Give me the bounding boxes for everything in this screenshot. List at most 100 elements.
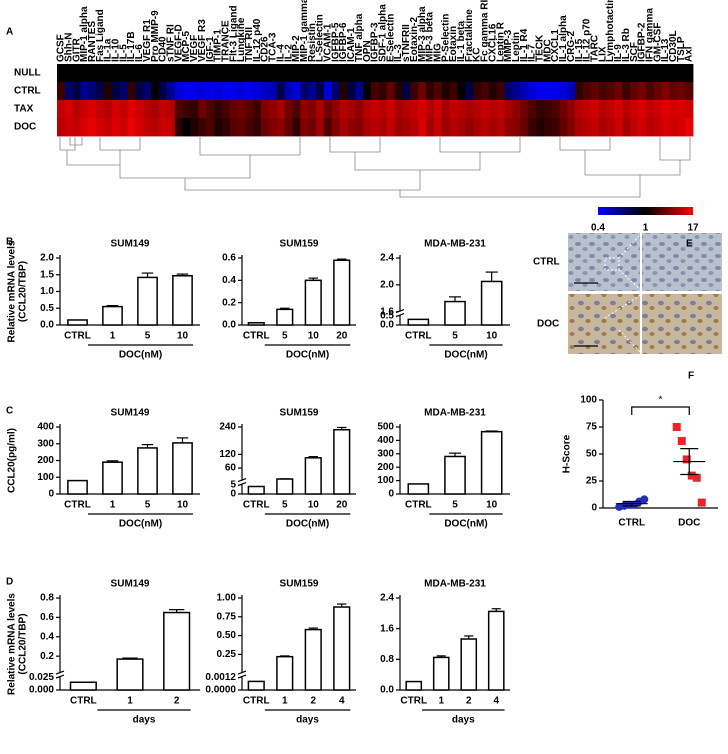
heatmap-cell [543, 118, 553, 137]
heatmap-cell [378, 118, 388, 137]
group-label: DOC(nM) [444, 519, 487, 530]
heatmap-cell [269, 64, 278, 83]
x-tick-label: 2 [310, 696, 316, 707]
heatmap-cell [685, 64, 694, 83]
heatmap-cell [347, 118, 356, 137]
chart-title: SUM159 [280, 408, 319, 419]
heatmap-cell [221, 82, 231, 101]
heatmap-cell [96, 100, 105, 119]
bar [480, 280, 503, 326]
y-tick-label: 2.4 [380, 253, 394, 264]
heatmap-cell [622, 118, 631, 137]
heatmap-cell [394, 118, 403, 137]
y-tick-label: 0.4 [40, 631, 54, 642]
heatmap-cell [57, 100, 66, 119]
heatmap-cell [418, 82, 427, 101]
colorbar [598, 207, 693, 215]
heatmap-cell [72, 64, 81, 83]
column-label: Lymphotactin [605, 0, 616, 62]
y-tick-label: 0.0 [380, 685, 394, 696]
column-label: VCAM-1 [323, 23, 334, 62]
heatmap-cell [622, 82, 631, 101]
x-tick-label: 10 [177, 500, 189, 511]
column-label: Leptin [511, 32, 522, 62]
heatmap-cell [386, 118, 396, 137]
heatmap-cell [182, 118, 191, 137]
heatmap-cell [64, 82, 74, 101]
column-label: IL-3 Rb [621, 28, 632, 62]
heatmap-cell [638, 82, 647, 101]
heatmap-cell [481, 82, 490, 101]
bar [460, 638, 478, 691]
y-tick-label: 0.8 [380, 654, 394, 665]
y-tick-label: 500 [377, 422, 394, 433]
heatmap-cell [645, 100, 655, 119]
heatmap-cell [229, 118, 238, 137]
column-label: IFN gamma [644, 8, 655, 62]
x-tick-label: CTRL [64, 331, 91, 342]
chart-title: MDA-MB-231 [424, 408, 486, 419]
panel-label: A [6, 27, 13, 38]
heatmap-cell [473, 118, 482, 137]
y-tick-label: 1.00 [217, 593, 237, 604]
heatmap-cell [504, 118, 513, 137]
x-tick-label: CTRL [243, 500, 270, 511]
column-label: IL-13 [660, 38, 671, 62]
bar [276, 655, 294, 691]
y-tick-label: 0.8 [40, 593, 54, 604]
y-tick-label: 0.4 [222, 275, 236, 286]
heatmap-cell [253, 100, 262, 119]
heatmap-cell [410, 100, 419, 119]
bar [444, 300, 466, 326]
heatmap-cell [669, 118, 678, 137]
bar [67, 479, 88, 495]
heatmap-cell [520, 82, 529, 101]
x-tick-label: 5 [145, 331, 151, 342]
heatmap-cell [135, 64, 144, 83]
y-tick-label: 25 [586, 476, 598, 487]
column-label: Pro MMP-9 [150, 10, 161, 62]
heatmap-cell [80, 100, 89, 119]
heatmap-cell [119, 82, 129, 101]
heatmap-cell [72, 100, 81, 119]
heatmap-cell [371, 64, 380, 83]
column-label: MDC [542, 39, 553, 62]
heatmap-cell [214, 82, 223, 101]
heatmap-cell [543, 82, 553, 101]
heatmap-cell [559, 118, 568, 137]
heatmap-cell [465, 64, 474, 83]
heatmap-cell [598, 118, 608, 137]
heatmap-cell [543, 64, 553, 83]
heatmap-cell [457, 100, 466, 119]
data-point [697, 498, 706, 507]
heatmap-cell [127, 82, 136, 101]
x-tick-label: 10 [177, 331, 189, 342]
heatmap-cell [402, 82, 411, 101]
heatmap-cell [559, 64, 568, 83]
bar [407, 483, 430, 495]
y-tick-label: 0.0000 [205, 685, 236, 696]
heatmap-cell [496, 118, 505, 137]
bar [480, 430, 503, 495]
heatmap-cell [284, 100, 293, 119]
heatmap-cell [426, 118, 435, 137]
y-tick-label: 200 [377, 462, 394, 473]
heatmap-cell [104, 118, 113, 137]
heatmap-cell [622, 100, 631, 119]
heatmap-cell [567, 82, 576, 101]
column-label: TARC [589, 35, 600, 62]
column-label: E-Selectin [385, 14, 396, 62]
heatmap-cell [645, 64, 655, 83]
heatmap-cell [645, 118, 655, 137]
heatmap-cell [426, 82, 435, 101]
heatmap-cell [402, 64, 411, 83]
heatmap-cell [386, 100, 396, 119]
heatmap-cell [64, 64, 74, 83]
x-tick-label: 10 [486, 500, 498, 511]
bar [276, 308, 294, 326]
heatmap-cell [669, 82, 678, 101]
axis-break [55, 670, 65, 675]
heatmap-cell [653, 64, 662, 83]
heatmap-cell [276, 118, 286, 137]
heatmap-cell [88, 100, 97, 119]
